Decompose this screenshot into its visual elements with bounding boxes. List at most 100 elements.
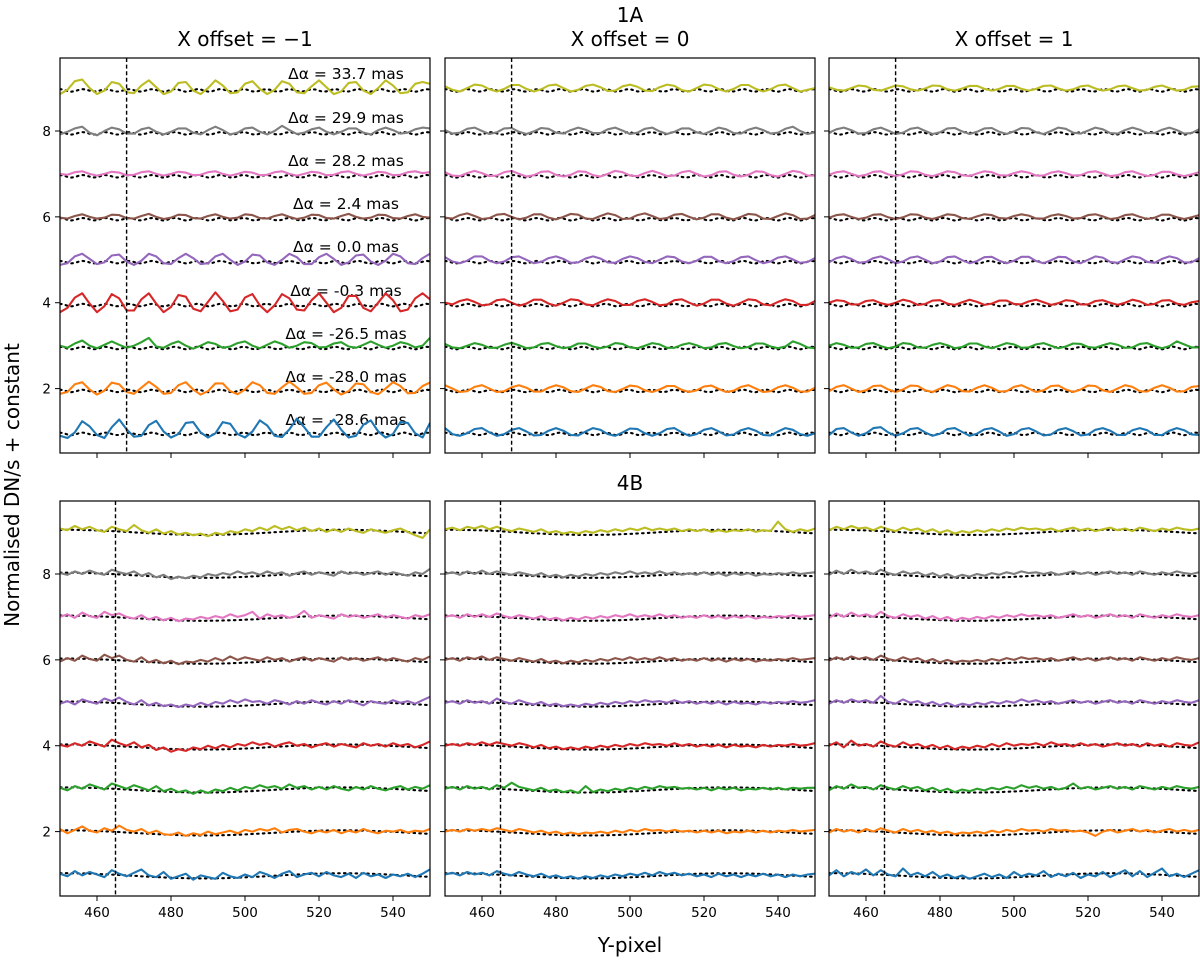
plot-area	[445, 58, 815, 453]
data-line-6	[829, 654, 1199, 664]
model-line-8	[829, 131, 1199, 136]
plot-area	[60, 501, 430, 896]
x-tick-label: 520	[1075, 905, 1101, 921]
model-line-1	[445, 431, 815, 437]
data-line-1	[829, 867, 1199, 880]
model-line-7	[445, 614, 815, 622]
annotation-delta-alpha: Δα = 33.7 mas	[288, 65, 404, 83]
plot-area	[445, 501, 815, 896]
data-line-3	[829, 340, 1199, 350]
data-line-9	[445, 83, 815, 93]
data-line-6	[445, 212, 815, 221]
data-line-2	[60, 824, 430, 837]
column-title-x-offset-minus-1: X offset = −1	[177, 27, 313, 51]
panel-frame	[828, 57, 1200, 454]
plot-area	[829, 501, 1199, 896]
data-line-9	[445, 520, 815, 535]
model-line-5	[445, 700, 815, 708]
model-line-6	[445, 657, 815, 665]
figure-ylabel: Normalised DN/s + constant	[0, 343, 24, 627]
x-tick-label: 500	[1001, 905, 1027, 921]
annotation-delta-alpha: Δα = 29.9 mas	[288, 109, 404, 127]
row-title-4b: 4B	[617, 471, 643, 495]
data-line-5	[829, 255, 1199, 265]
annotation-delta-alpha: Δα = 28.2 mas	[288, 152, 404, 170]
model-line-9	[829, 528, 1199, 536]
data-line-5	[829, 694, 1199, 708]
y-tick-label: 6	[42, 210, 51, 226]
model-line-6	[60, 216, 430, 222]
x-tick-label: 500	[232, 905, 258, 921]
data-line-6	[829, 213, 1199, 221]
y-tick-label: 8	[42, 567, 51, 583]
model-line-3	[60, 345, 430, 351]
data-line-8	[445, 569, 815, 579]
data-line-7	[829, 610, 1199, 622]
model-line-9	[445, 88, 815, 93]
data-line-4	[829, 298, 1199, 306]
y-tick-label: 8	[42, 124, 51, 140]
model-line-5	[445, 259, 815, 265]
data-line-8	[445, 125, 815, 136]
figure-xlabel: Y-pixel	[597, 933, 662, 957]
y-tick-label: 2	[42, 382, 51, 398]
x-tick-label: 540	[380, 905, 406, 921]
column-title-x-offset-0: X offset = 0	[571, 27, 690, 51]
y-tick-label: 6	[42, 653, 51, 669]
data-line-3	[829, 782, 1199, 794]
data-line-6	[60, 653, 430, 666]
x-tick-label: 540	[1149, 905, 1175, 921]
model-line-5	[60, 259, 430, 265]
annotation-delta-alpha: Δα = -0.3 mas	[290, 282, 402, 300]
model-line-7	[60, 173, 430, 179]
data-line-4	[445, 741, 815, 751]
model-line-2	[445, 388, 815, 394]
x-tick-label: 480	[158, 905, 184, 921]
model-line-1	[445, 872, 815, 880]
panel-4b-col-1: 460 480 500 520 540	[440, 500, 816, 921]
data-line-3	[445, 781, 815, 795]
x-tick-label: 460	[469, 905, 495, 921]
model-line-6	[445, 216, 815, 222]
data-line-5	[445, 255, 815, 265]
x-tick-label: 480	[927, 905, 953, 921]
panel-4b-col-2: 460 480 500 520 540	[824, 500, 1200, 921]
data-line-2	[60, 380, 430, 396]
y-tick-label: 4	[42, 739, 51, 755]
plot-area	[829, 58, 1199, 453]
y-tick-label: 2	[42, 825, 51, 841]
data-line-5	[60, 695, 430, 709]
annotation-delta-alpha: Δα = -26.5 mas	[285, 325, 406, 343]
model-line-8	[60, 131, 430, 136]
annotations: Δα = 33.7 mas Δα = 29.9 mas Δα = 28.2 ma…	[285, 65, 406, 429]
data-line-4	[60, 291, 430, 314]
panel-1a-col-1	[440, 57, 816, 458]
annotation-delta-alpha: Δα = 2.4 mas	[293, 195, 399, 213]
model-line-3	[445, 786, 815, 794]
data-line-9	[60, 78, 430, 96]
model-line-4	[445, 743, 815, 751]
data-line-8	[829, 568, 1199, 579]
x-tick-label: 540	[765, 905, 791, 921]
data-line-5	[445, 697, 815, 708]
data-line-2	[445, 827, 815, 836]
data-line-8	[60, 567, 430, 581]
row-title-1a: 1A	[617, 3, 644, 27]
data-line-2	[829, 384, 1199, 394]
data-line-3	[60, 336, 430, 350]
model-line-1	[60, 431, 430, 437]
x-tick-label: 460	[84, 905, 110, 921]
annotation-delta-alpha: Δα = 0.0 mas	[293, 238, 399, 256]
y-tick-label: 4	[42, 296, 51, 312]
model-line-1	[60, 872, 430, 880]
data-line-2	[829, 827, 1199, 837]
data-line-6	[445, 655, 815, 665]
data-line-1	[829, 426, 1199, 437]
data-line-8	[60, 124, 430, 137]
model-line-2	[445, 829, 815, 837]
data-line-2	[445, 384, 815, 394]
panel-4b-col-0: 460 480 500 520 540 2 4 6 8	[42, 500, 431, 921]
panel-1a-col-0: 2 4 6 8	[42, 57, 431, 458]
x-tick-label: 520	[306, 905, 332, 921]
